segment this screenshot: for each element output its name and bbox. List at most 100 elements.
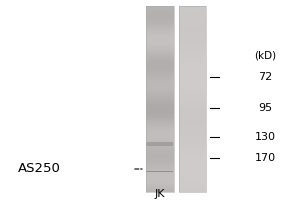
Bar [178,106,206,107]
Bar [146,75,174,76]
Bar [146,171,173,172]
Bar [178,87,206,88]
Bar [146,142,174,143]
Bar [178,123,206,124]
Bar [178,23,206,24]
Bar [146,26,174,27]
Bar [178,114,206,115]
Bar [146,12,174,13]
Bar [146,180,174,181]
Bar [178,8,206,9]
Bar [146,60,174,61]
Bar [178,180,206,181]
Bar [178,151,206,152]
Bar [146,138,174,139]
Bar [146,144,174,146]
Bar [178,130,206,132]
Bar [178,139,206,140]
Bar [178,26,206,27]
Bar [178,32,206,33]
Bar [178,157,206,159]
Bar [178,124,206,125]
Bar [146,127,174,128]
Bar [146,126,174,127]
Bar [178,185,206,186]
Bar [146,171,173,172]
Bar [178,50,206,51]
Bar [146,87,174,88]
Bar [146,36,174,37]
Bar [178,73,206,74]
Bar [146,28,174,29]
Bar [178,52,206,53]
Bar [178,24,206,26]
Bar [146,83,174,84]
Bar [146,181,174,182]
Bar [146,79,174,80]
Bar [146,162,174,163]
Bar [146,119,174,120]
Bar [178,190,206,191]
Bar [146,121,174,122]
Bar [146,94,174,95]
Bar [146,10,174,12]
Bar [146,190,174,191]
Bar [178,147,206,148]
Bar [178,61,206,62]
Bar [146,140,174,141]
Bar [146,169,174,170]
Bar [146,6,174,192]
Bar [178,58,206,59]
Bar [146,124,174,125]
Bar [146,18,174,19]
Bar [178,72,206,73]
Text: AS250: AS250 [18,162,61,176]
Bar [146,7,174,8]
Bar [178,121,206,122]
Bar [146,17,174,18]
Bar [178,119,206,120]
Bar [146,153,174,154]
Bar [178,88,206,89]
Bar [178,118,206,119]
Bar [146,171,173,172]
Bar [146,54,174,55]
Bar [146,155,174,156]
Bar [178,94,206,95]
Bar [146,171,173,172]
Bar [146,163,174,164]
Bar [146,77,174,79]
Bar [146,109,174,110]
Bar [146,6,174,7]
Bar [178,43,206,44]
Bar [146,82,174,83]
Bar [178,141,206,142]
Bar [146,164,174,165]
Bar [178,9,206,10]
Bar [178,100,206,101]
Bar [178,55,206,56]
Bar [146,171,173,172]
Bar [146,36,174,38]
Bar [146,116,174,117]
Bar [178,153,206,154]
Bar [178,28,206,29]
Bar [178,59,206,60]
Bar [146,78,174,79]
Bar [146,10,174,11]
Bar [178,150,206,151]
Bar [146,169,174,171]
Bar [178,163,206,164]
Bar [146,143,174,145]
Bar [178,33,206,34]
Bar [178,178,206,179]
Bar [146,122,174,123]
Bar [178,148,206,149]
Bar [146,171,173,172]
Bar [146,159,174,160]
Bar [146,98,174,99]
Bar [178,174,206,175]
Bar [178,120,206,121]
Bar [178,149,206,150]
Bar [178,53,206,54]
